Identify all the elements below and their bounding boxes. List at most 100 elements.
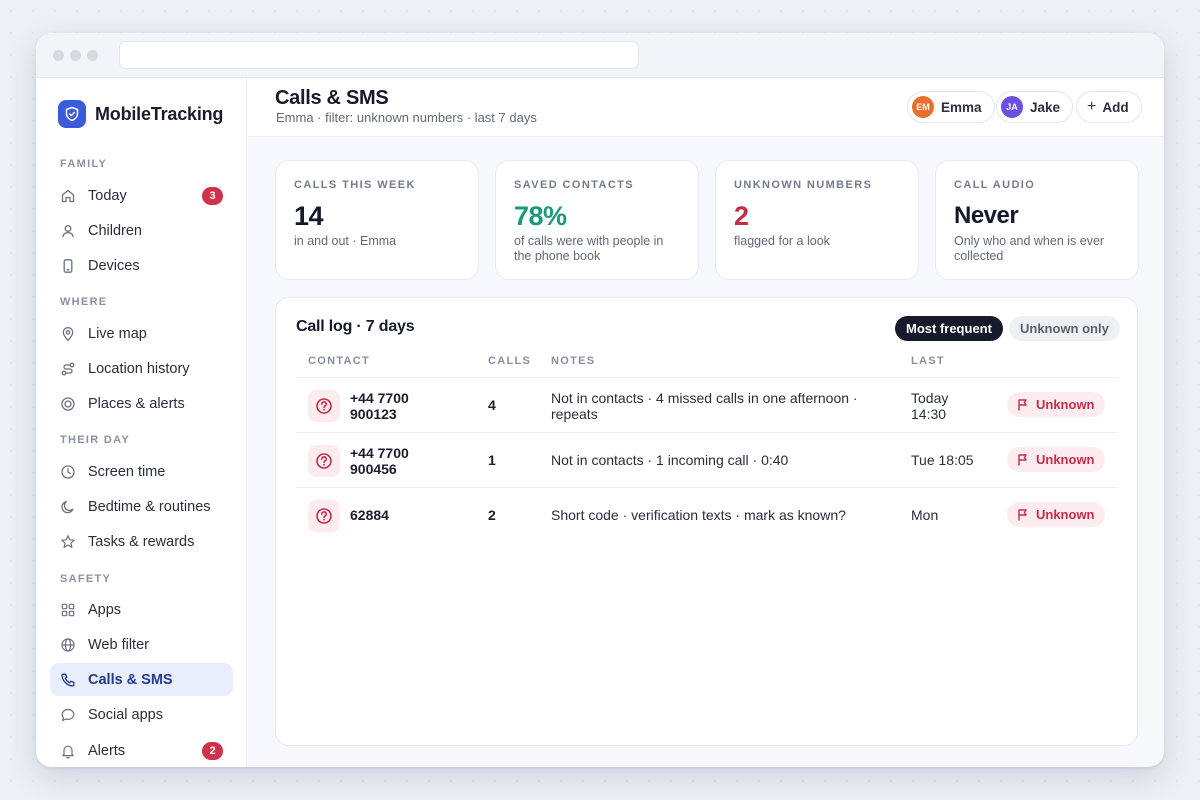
user-icon [60,223,76,239]
map-pin-icon [60,326,76,342]
stat-value: 78% [514,201,567,231]
section-label-safety: SAFETY [60,573,112,585]
stat-card-call-audio: CALL AUDIO Never Only who and when is ev… [935,160,1139,280]
brand-name: MobileTracking [95,103,224,124]
contact-number: +44 7700 900456 [350,445,409,477]
shield-logo-icon [58,100,86,128]
stat-desc: flagged for a look [734,234,830,248]
filter-most-frequent[interactable]: Most frequent [895,316,1003,341]
sidebar-item-today[interactable]: Today 3 [50,179,233,212]
route-icon [60,361,76,377]
plus-icon: + [1087,98,1097,115]
alerts-count-badge: 2 [202,742,223,760]
stat-value: 14 [294,201,324,231]
call-count: 2 [488,507,496,523]
sidebar-item-web-filter[interactable]: Web filter [50,628,233,661]
call-log-title: Call log · 7 days [296,318,415,335]
tag-label: Unknown [1036,452,1095,467]
globe-icon [60,637,76,653]
column-header-contact[interactable]: CONTACT [308,355,371,367]
sidebar-item-devices[interactable]: Devices [50,249,233,282]
sidebar-item-tasks-rewards[interactable]: Tasks & rewards [50,525,233,558]
profile-chip-emma[interactable]: EM Emma [907,91,995,123]
unknown-tag[interactable]: Unknown [1007,447,1105,472]
unknown-tag[interactable]: Unknown [1007,392,1105,417]
sidebar-item-label: Today [88,187,127,204]
stat-card-calls: CALLS THIS WEEK 14 in and out · Emma [275,160,479,280]
stat-label: SAVED CONTACTS [514,179,635,191]
sidebar-item-label: Places & alerts [88,395,185,412]
phone-icon [60,258,76,274]
column-header-notes[interactable]: NOTES [551,355,596,367]
contact-number: 62884 [350,507,389,523]
call-count: 1 [488,452,496,468]
target-icon [60,396,76,412]
unknown-tag[interactable]: Unknown [1007,502,1105,527]
unknown-caller-icon [308,445,340,477]
window-close-dot[interactable] [53,50,64,61]
section-label-family: FAMILY [60,158,108,170]
sidebar-item-label: Bedtime & routines [88,498,211,515]
sidebar-item-social-apps[interactable]: Social apps [50,698,233,731]
sidebar-item-label: Children [88,222,142,239]
add-label: Add [1102,99,1129,115]
main-content: Calls & SMS Emma · filter: unknown numbe… [248,78,1164,767]
table-row[interactable]: +44 7700 900456 1 Not in contacts · 1 in… [296,432,1117,487]
profile-name: Jake [1030,99,1061,115]
stat-label: CALLS THIS WEEK [294,179,416,191]
sidebar-item-location-history[interactable]: Location history [50,352,233,385]
page-title: Calls & SMS [275,87,389,109]
stat-card-unknown-numbers: UNKNOWN NUMBERS 2 flagged for a look [715,160,919,280]
contact-number: +44 7700 900123 [350,390,409,422]
table-row[interactable]: 62884 2 Short code · verification texts … [296,487,1117,542]
sidebar-item-alerts[interactable]: Alerts 2 [50,734,233,767]
moon-icon [60,499,76,515]
sidebar-item-label: Devices [88,257,140,274]
column-header-last[interactable]: LAST [911,355,945,367]
avatar: EM [912,96,934,118]
sidebar-item-bedtime-routines[interactable]: Bedtime & routines [50,490,233,523]
grid-icon [60,602,76,618]
stat-desc: of calls were with people in the phone b… [514,234,664,263]
window-maximize-dot[interactable] [87,50,98,61]
app-window: MobileTracking FAMILY Today 3 Children D… [36,33,1164,767]
call-notes: Not in contacts · 1 incoming call · 0:40 [551,452,789,468]
stat-desc: in and out · Emma [294,234,397,248]
sidebar-item-label: Social apps [88,706,163,723]
sidebar-item-label: Alerts [88,742,126,759]
last-call-time: Tue 18:05 [911,452,974,468]
avatar: JA [1001,96,1023,118]
profile-name: Emma [941,99,982,115]
sidebar-item-label: Web filter [88,636,149,653]
address-bar[interactable] [119,41,639,69]
sidebar-item-live-map[interactable]: Live map [50,317,233,350]
sidebar-item-apps[interactable]: Apps [50,593,233,626]
brand[interactable]: MobileTracking [58,100,223,128]
profile-chip-jake[interactable]: JA Jake [996,91,1074,123]
sidebar-item-children[interactable]: Children [50,214,233,247]
sidebar-item-places-alerts[interactable]: Places & alerts [50,387,233,420]
section-label-where: WHERE [60,296,108,308]
sidebar-item-calls-sms[interactable]: Calls & SMS [50,663,233,696]
sidebar-item-label: Screen time [88,463,166,480]
flag-icon [1018,453,1027,465]
chat-icon [60,707,76,723]
sidebar-item-label: Tasks & rewards [88,533,195,550]
table-row[interactable]: +44 7700 900123 4 Not in contacts · 4 mi… [296,377,1117,432]
sidebar-item-screen-time[interactable]: Screen time [50,455,233,488]
filter-unknown-only[interactable]: Unknown only [1009,316,1120,341]
last-call-time: Today 14:30 [911,390,949,422]
window-minimize-dot[interactable] [70,50,81,61]
last-call-time: Mon [911,507,939,523]
browser-titlebar [36,33,1164,78]
sidebar-item-label: Live map [88,325,147,342]
flag-icon [1018,398,1027,410]
sidebar-item-label: Apps [88,601,122,618]
call-notes: Not in contacts · 4 missed calls in one … [551,390,858,422]
stat-desc: Only who and when is ever collected [954,234,1105,263]
unknown-caller-icon [308,500,340,532]
add-profile-button[interactable]: + Add [1076,91,1142,123]
sidebar: MobileTracking FAMILY Today 3 Children D… [36,78,247,767]
column-header-calls[interactable]: CALLS [488,355,532,367]
stat-label: CALL AUDIO [954,179,1036,191]
